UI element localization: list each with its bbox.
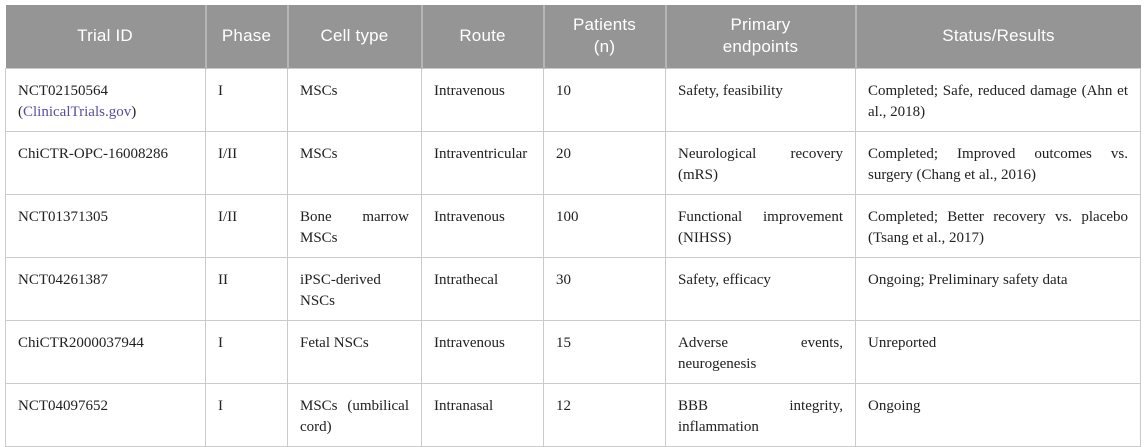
clinical-trials-table: Trial ID Phase Cell type Route Patients …	[5, 5, 1141, 447]
cell-phase: I	[205, 319, 288, 384]
cell-status: Completed; Improved outcomes vs. surgery…	[855, 130, 1141, 195]
column-header-phase: Phase	[204, 5, 288, 68]
cell-patients: 20	[543, 130, 666, 195]
column-header-status: Status/Results	[854, 5, 1141, 68]
cell-trial-id: ChiCTR2000037944	[5, 319, 206, 384]
cell-cell-type: iPSC-derived NSCs	[287, 256, 422, 321]
table-row: ChiCTR2000037944 I Fetal NSCs Intravenou…	[5, 319, 1141, 384]
cell-cell-type: MSCs	[287, 130, 422, 195]
table-row: NCT04097652 I MSCs (umbilical cord) Intr…	[5, 382, 1141, 447]
cell-patients: 30	[543, 256, 666, 321]
column-header-patients: Patients (n)	[542, 5, 666, 68]
cell-endpoints: BBB integrity, inflammation	[665, 382, 856, 447]
header-row: Trial ID Phase Cell type Route Patients …	[5, 5, 1141, 68]
clinicaltrials-gov-link[interactable]: ClinicalTrials.gov	[23, 103, 132, 120]
cell-trial-id: ChiCTR-OPC-16008286	[5, 130, 206, 195]
cell-route: Intranasal	[421, 382, 544, 447]
cell-patients: 10	[543, 67, 666, 132]
cell-phase: II	[205, 256, 288, 321]
cell-endpoints: Safety, efficacy	[665, 256, 856, 321]
column-header-trial-id: Trial ID	[5, 5, 206, 68]
cell-patients: 15	[543, 319, 666, 384]
link-paren-close: )	[131, 103, 137, 120]
cell-endpoints: Neurological recovery (mRS)	[665, 130, 856, 195]
cell-trial-id: NCT02150564 (ClinicalTrials.gov)	[5, 67, 206, 132]
table-row: ChiCTR-OPC-16008286 I/II MSCs Intraventr…	[5, 130, 1141, 195]
table-header: Trial ID Phase Cell type Route Patients …	[5, 5, 1141, 68]
link-paren-open: (	[18, 103, 23, 120]
cell-route: Intravenous	[421, 67, 544, 132]
cell-cell-type: MSCs	[287, 67, 422, 132]
cell-phase: I/II	[205, 193, 288, 258]
trial-id-text: NCT02150564	[18, 82, 108, 99]
cell-endpoints: Safety, feasibility	[665, 67, 856, 132]
cell-phase: I/II	[205, 130, 288, 195]
cell-cell-type: Fetal NSCs	[287, 319, 422, 384]
cell-trial-id: NCT04097652	[5, 382, 206, 447]
cell-phase: I	[205, 67, 288, 132]
cell-route: Intravenous	[421, 193, 544, 258]
cell-phase: I	[205, 382, 288, 447]
cell-status: Ongoing; Preliminary safety data	[855, 256, 1141, 321]
cell-status: Completed; Better recovery vs. placebo (…	[855, 193, 1141, 258]
cell-endpoints: Adverse events, neurogenesis	[665, 319, 856, 384]
cell-cell-type: MSCs (umbilical cord)	[287, 382, 422, 447]
table-row: NCT02150564 (ClinicalTrials.gov) I MSCs …	[5, 67, 1141, 132]
cell-route: Intrathecal	[421, 256, 544, 321]
cell-route: Intravenous	[421, 319, 544, 384]
cell-patients: 12	[543, 382, 666, 447]
cell-patients: 100	[543, 193, 666, 258]
column-header-cell-type: Cell type	[286, 5, 422, 68]
column-header-endpoints: Primary endpoints	[664, 5, 856, 68]
cell-trial-id: NCT01371305	[5, 193, 206, 258]
cell-status: Ongoing	[855, 382, 1141, 447]
column-header-route: Route	[420, 5, 544, 68]
table-body: NCT02150564 (ClinicalTrials.gov) I MSCs …	[5, 67, 1141, 447]
cell-cell-type: Bone marrow MSCs	[287, 193, 422, 258]
cell-status: Completed; Safe, reduced damage (Ahn et …	[855, 67, 1141, 132]
clinical-trials-table-figure: Trial ID Phase Cell type Route Patients …	[5, 5, 1141, 447]
cell-route: Intraventricular	[421, 130, 544, 195]
cell-trial-id: NCT04261387	[5, 256, 206, 321]
table-row: NCT04261387 II iPSC-derived NSCs Intrath…	[5, 256, 1141, 321]
cell-status: Unreported	[855, 319, 1141, 384]
table-row: NCT01371305 I/II Bone marrow MSCs Intrav…	[5, 193, 1141, 258]
cell-endpoints: Functional improvement (NIHSS)	[665, 193, 856, 258]
